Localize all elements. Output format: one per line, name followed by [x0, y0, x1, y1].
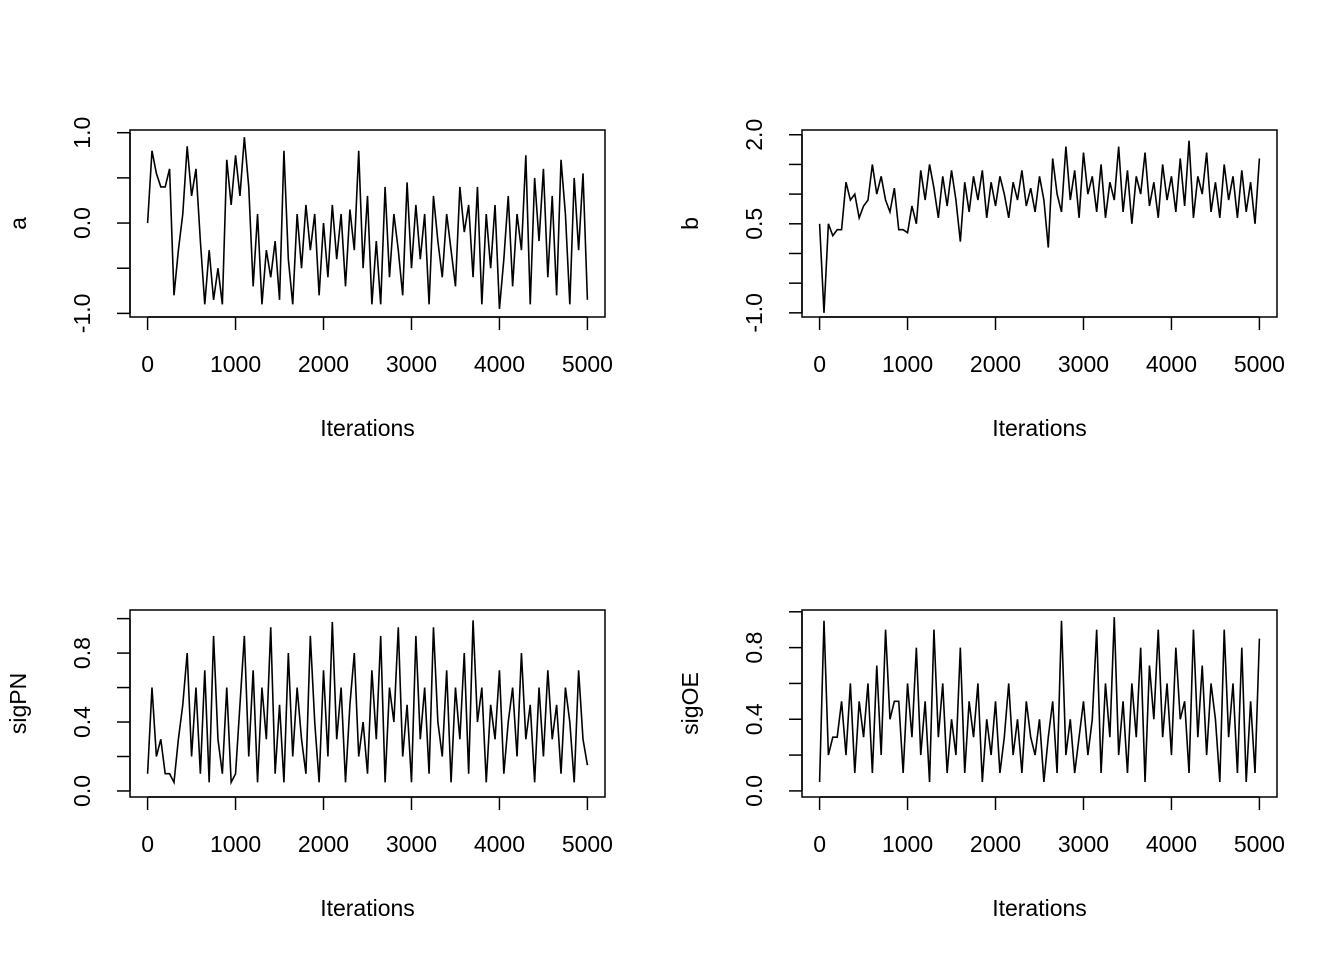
x-tick-label: 2000: [970, 351, 1021, 377]
x-tick-label: 0: [813, 351, 826, 377]
y-axis-title: b: [677, 217, 703, 230]
x-tick-label: 4000: [474, 351, 525, 377]
y-axis-title: a: [5, 217, 31, 230]
x-tick-label: 5000: [562, 831, 613, 857]
x-tick-label: 4000: [1146, 831, 1197, 857]
x-tick-label: 5000: [1234, 831, 1285, 857]
x-tick-label: 1000: [882, 351, 933, 377]
x-tick-label: 3000: [1058, 831, 1109, 857]
y-tick-label: 0.0: [69, 207, 95, 239]
y-tick-label: 0.0: [69, 775, 95, 807]
trace-line: [818, 617, 1261, 783]
x-tick-label: 0: [141, 831, 154, 857]
y-tick-label: 0.8: [741, 632, 767, 664]
y-tick-label: 1.0: [69, 117, 95, 149]
x-tick-label: 1000: [210, 351, 261, 377]
x-tick-label: 1000: [210, 831, 261, 857]
trace-line: [818, 140, 1261, 313]
x-tick-label: 5000: [562, 351, 613, 377]
x-tick-label: 3000: [386, 831, 437, 857]
y-axis-title: sigPN: [5, 673, 31, 734]
x-tick-label: 3000: [386, 351, 437, 377]
x-axis-title: Iterations: [320, 895, 415, 921]
y-tick-label: 0.0: [741, 775, 767, 807]
x-axis-title: Iterations: [992, 415, 1087, 441]
y-tick-label: 0.4: [69, 706, 95, 738]
y-axis-title: sigOE: [677, 672, 703, 735]
x-tick-label: 0: [813, 831, 826, 857]
x-tick-label: 4000: [1146, 351, 1197, 377]
y-tick-label: 0.5: [741, 208, 767, 240]
x-tick-label: 4000: [474, 831, 525, 857]
x-axis-title: Iterations: [320, 415, 415, 441]
y-tick-label: -1.0: [69, 294, 95, 334]
x-tick-label: 2000: [298, 831, 349, 857]
x-tick-label: 5000: [1234, 351, 1285, 377]
x-tick-label: 2000: [970, 831, 1021, 857]
x-axis-title: Iterations: [992, 895, 1087, 921]
y-tick-label: 0.8: [69, 637, 95, 669]
y-tick-label: 2.0: [741, 119, 767, 151]
x-tick-label: 0: [141, 351, 154, 377]
x-tick-label: 3000: [1058, 351, 1109, 377]
x-tick-label: 2000: [298, 351, 349, 377]
y-tick-label: -1.0: [741, 293, 767, 333]
y-tick-label: 0.4: [741, 703, 767, 735]
trace-line: [146, 620, 589, 786]
trace-line: [146, 137, 589, 309]
x-tick-label: 1000: [882, 831, 933, 857]
